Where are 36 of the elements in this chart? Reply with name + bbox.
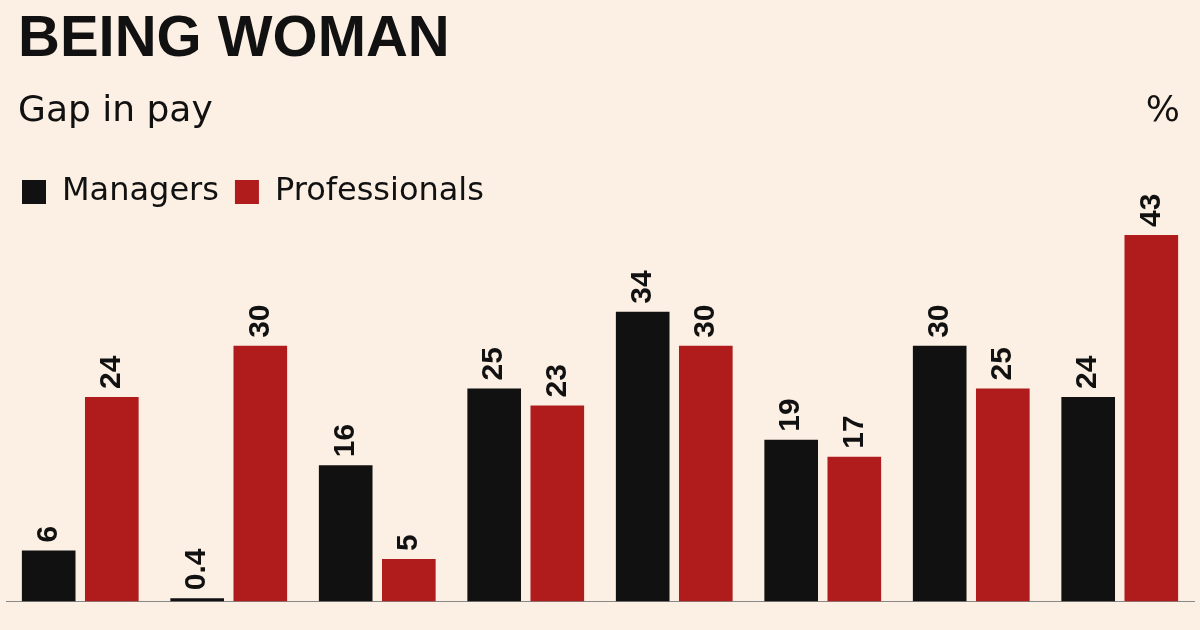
data-label: 24 — [93, 355, 127, 390]
data-label: 30 — [241, 304, 275, 338]
data-label: 25 — [984, 347, 1018, 381]
bar — [84, 397, 139, 602]
bar — [678, 345, 733, 602]
bar — [21, 550, 76, 602]
bar — [233, 345, 288, 602]
data-label: 0.4 — [178, 548, 212, 591]
data-label: 30 — [687, 304, 721, 338]
chart-title: BEING WOMAN — [18, 2, 450, 69]
data-label: 34 — [623, 270, 657, 304]
bar — [530, 405, 585, 602]
bar — [912, 345, 967, 602]
text: % — [1145, 88, 1180, 129]
bar — [1124, 235, 1179, 602]
data-label: 23 — [538, 364, 572, 398]
data-label: 43 — [1132, 193, 1166, 228]
bar — [1061, 397, 1116, 602]
bar — [764, 439, 819, 602]
data-label: 30 — [920, 304, 954, 338]
data-label: 5 — [390, 534, 424, 551]
bar — [827, 456, 882, 602]
bar — [615, 311, 670, 602]
data-label: 19 — [772, 398, 806, 432]
data-label: 16 — [326, 423, 360, 458]
legend-label: Professionals — [274, 170, 484, 209]
chart-subtitle: Gap in pay — [18, 88, 213, 129]
data-label: 6 — [29, 525, 63, 543]
data-label: 24 — [1069, 355, 1103, 390]
bar — [381, 558, 436, 602]
data-label: 25 — [475, 347, 509, 381]
bar — [975, 388, 1030, 602]
bar — [318, 465, 373, 602]
bar — [467, 388, 522, 602]
data-label: 17 — [835, 415, 869, 449]
legend-label: Managers — [62, 170, 219, 209]
